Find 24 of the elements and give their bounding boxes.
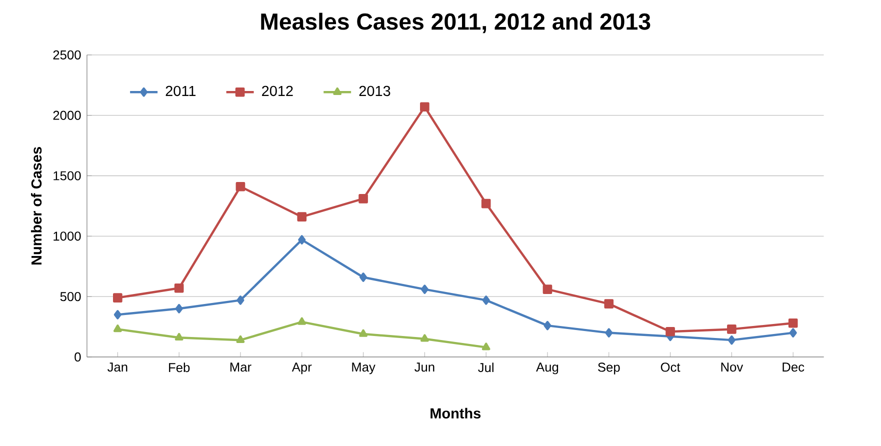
- chart-title: Measles Cases 2011, 2012 and 2013: [261, 12, 650, 34]
- y-tick-label: 1500: [54, 171, 81, 180]
- x-tick-label: Dec: [782, 362, 804, 372]
- y-tick-label: 1000: [54, 231, 81, 241]
- y-tick-label: 2000: [53, 110, 81, 120]
- x-tick-label: Aug: [536, 362, 558, 374]
- y-tick-label: 0: [74, 352, 81, 362]
- x-tick-label: Mar: [230, 362, 252, 372]
- y-axis-title: Number of Cases: [30, 146, 42, 264]
- legend-label: 2011: [166, 86, 196, 96]
- x-tick-label: Sep: [598, 362, 620, 374]
- legend-label: 2013: [359, 86, 390, 96]
- x-tick-label: Jun: [414, 362, 434, 372]
- x-tick-label: May: [352, 362, 376, 374]
- x-axis-title: Months: [430, 408, 481, 418]
- x-tick-label: Oct: [660, 362, 680, 372]
- y-tick-label: 500: [60, 292, 81, 302]
- x-tick-label: Nov: [721, 362, 744, 372]
- x-tick-label: Jul: [478, 362, 494, 372]
- x-tick-label: Apr: [292, 362, 312, 374]
- legend-label: 2012: [262, 86, 293, 96]
- x-tick-label: Feb: [169, 362, 190, 372]
- y-tick-label: 2500: [53, 50, 81, 60]
- x-tick-label: Jan: [107, 362, 128, 372]
